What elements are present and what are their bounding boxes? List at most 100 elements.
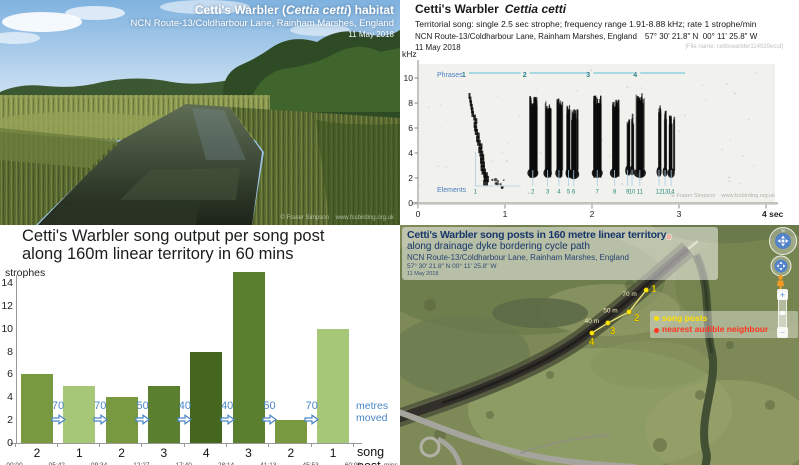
y-tick-label: 10 <box>1 322 13 335</box>
zoom-out-label: − <box>780 328 785 337</box>
song-post-label: 1 <box>75 446 83 460</box>
move-direction-arrow-icon <box>262 413 277 425</box>
chart-title: Cetti's Warbler song output per song pos… <box>22 227 324 264</box>
song-post-number: 1 <box>651 284 657 295</box>
song-post-marker <box>589 330 595 336</box>
move-direction-arrow-icon <box>135 413 151 425</box>
habitat-title: Cetti's Warbler (Cettia cetti) habitat <box>194 3 394 17</box>
song-element-marks <box>468 93 676 189</box>
element-number: 14 <box>668 190 675 196</box>
legend-marker-dot <box>654 316 659 322</box>
bar-post-2 <box>274 420 307 443</box>
map-title-overlay: Cetti's Warbler song posts in 160 metre … <box>402 227 718 280</box>
song-post-marker <box>626 309 632 315</box>
y-tick-label: 0 <box>408 198 413 208</box>
metres-moved-value: 70 <box>94 400 107 412</box>
pegman-icon[interactable] <box>777 275 784 292</box>
y-axis-line <box>16 275 17 443</box>
y-tick-label: 14 <box>1 277 13 290</box>
look-arrows-icon <box>777 235 789 247</box>
x-axis-unit-label: mins <box>384 462 398 465</box>
y-tick-label: 10 <box>404 73 414 83</box>
time-tick-label: 17:40 <box>171 462 197 465</box>
aerial-map-panel[interactable]: 1 2 3 4 70 m 50 m 40 m N + <box>400 225 799 465</box>
bar-post-2 <box>105 397 138 443</box>
element-number: 7 <box>596 190 600 196</box>
y-tick-label: 4 <box>7 391 13 404</box>
phrase-number: 4 <box>633 72 637 79</box>
metres-moved-value: 70 <box>305 400 318 412</box>
habitat-photo-panel: Cetti's Warbler (Cettia cetti) habitat N… <box>0 0 400 225</box>
habitat-caption: Cetti's Warbler (Cettia cetti) habitat N… <box>130 3 394 39</box>
map-legend: song posts nearest audible neighbour <box>650 311 798 338</box>
look-control[interactable]: N <box>769 227 797 255</box>
bar-plot-area: strophes song post mins metres moved 141… <box>0 225 400 465</box>
bar-post-1 <box>63 385 96 443</box>
sonogram-header: Cetti's Warbler Cettia cetti Territorial … <box>415 2 795 52</box>
metres-moved-annotation: 70 <box>90 400 110 425</box>
y-tick-label: 6 <box>7 368 13 381</box>
map-title: Cetti's Warbler song posts in 160 metre … <box>407 229 667 241</box>
map-date: 11 May 2018 <box>407 271 439 277</box>
legend-item: nearest audible neighbour <box>654 324 794 335</box>
sonogram-date: 11 May 2018 <box>415 43 461 52</box>
y-tick-label: 12 <box>1 299 13 312</box>
legend-label: nearest audible neighbour <box>662 324 769 335</box>
x-axis-line <box>10 443 362 444</box>
time-tick-mark <box>14 444 16 447</box>
sonogram-species: Cettia cetti <box>504 2 567 16</box>
move-direction-arrow-icon <box>177 413 193 425</box>
segment-distance-label: 50 m <box>603 307 617 314</box>
x-tick-label: 3 <box>677 209 682 219</box>
x-tick-label: 2 <box>590 209 595 219</box>
metres-moved-annotation: 40 <box>175 400 195 425</box>
zoom-out-button[interactable] <box>777 327 788 338</box>
legend-item: song posts <box>654 313 794 324</box>
segment-distance-label: 70 m <box>622 291 636 298</box>
time-tick-label: 05:42 <box>44 462 70 465</box>
song-output-chart-panel: Cetti's Warbler song output per song pos… <box>0 225 400 465</box>
sonogram-panel: Cetti's Warbler Cettia cetti Territorial … <box>400 0 799 225</box>
metres-moved-value: 50 <box>263 400 276 412</box>
map-subtitle: along drainage dyke bordering cycle path <box>407 241 590 252</box>
metres-moved-value: 50 <box>136 400 149 412</box>
photo-credit: © Fraser Simpson www.fssbirding.org.uk <box>280 215 394 221</box>
segment-distance-label: 40 m <box>585 318 599 325</box>
song-description: Territorial song: single 2.5 sec strophe… <box>415 19 757 29</box>
element-number: 11 <box>637 190 644 196</box>
time-tick-label: 09:34 <box>86 462 112 465</box>
time-tick-mark <box>141 444 143 447</box>
metres-moved-annotation: 70 <box>302 400 322 425</box>
zoom-slider[interactable]: + − <box>777 289 788 338</box>
y-tick-label: 0 <box>7 437 13 449</box>
zoom-in-button[interactable] <box>777 289 788 300</box>
zoom-slider-handle[interactable] <box>779 311 786 315</box>
element-number: 2 <box>531 190 535 196</box>
element-number: 4 <box>557 190 561 196</box>
element-number: 3 <box>546 190 550 196</box>
time-tick-label: 12:27 <box>128 462 154 465</box>
y-tick-label: 2 <box>408 173 413 183</box>
element-number: 9 <box>626 190 630 196</box>
legend-marker-dot <box>654 327 659 333</box>
pan-control[interactable] <box>770 255 792 277</box>
x-axis-title: song post <box>357 445 385 465</box>
y-tick-label: 8 <box>7 345 13 358</box>
element-number: 1 <box>474 190 478 196</box>
song-post-number: 2 <box>634 313 640 324</box>
elements-label: Elements <box>437 187 467 194</box>
metres-moved-legend: metres moved <box>356 400 389 424</box>
y-tick-label: 6 <box>408 123 413 133</box>
time-tick-mark <box>226 444 227 447</box>
x-tick-label: 0 <box>416 209 421 219</box>
territory-route-line <box>591 289 647 334</box>
song-post-marker <box>643 287 649 293</box>
bar-post-2 <box>21 374 53 443</box>
chart-title-line2: along 160m linear territory in 60 mins <box>22 245 294 264</box>
time-tick-mark <box>310 444 312 447</box>
element-number: 13 <box>662 190 669 196</box>
song-post-label: 2 <box>118 446 125 460</box>
